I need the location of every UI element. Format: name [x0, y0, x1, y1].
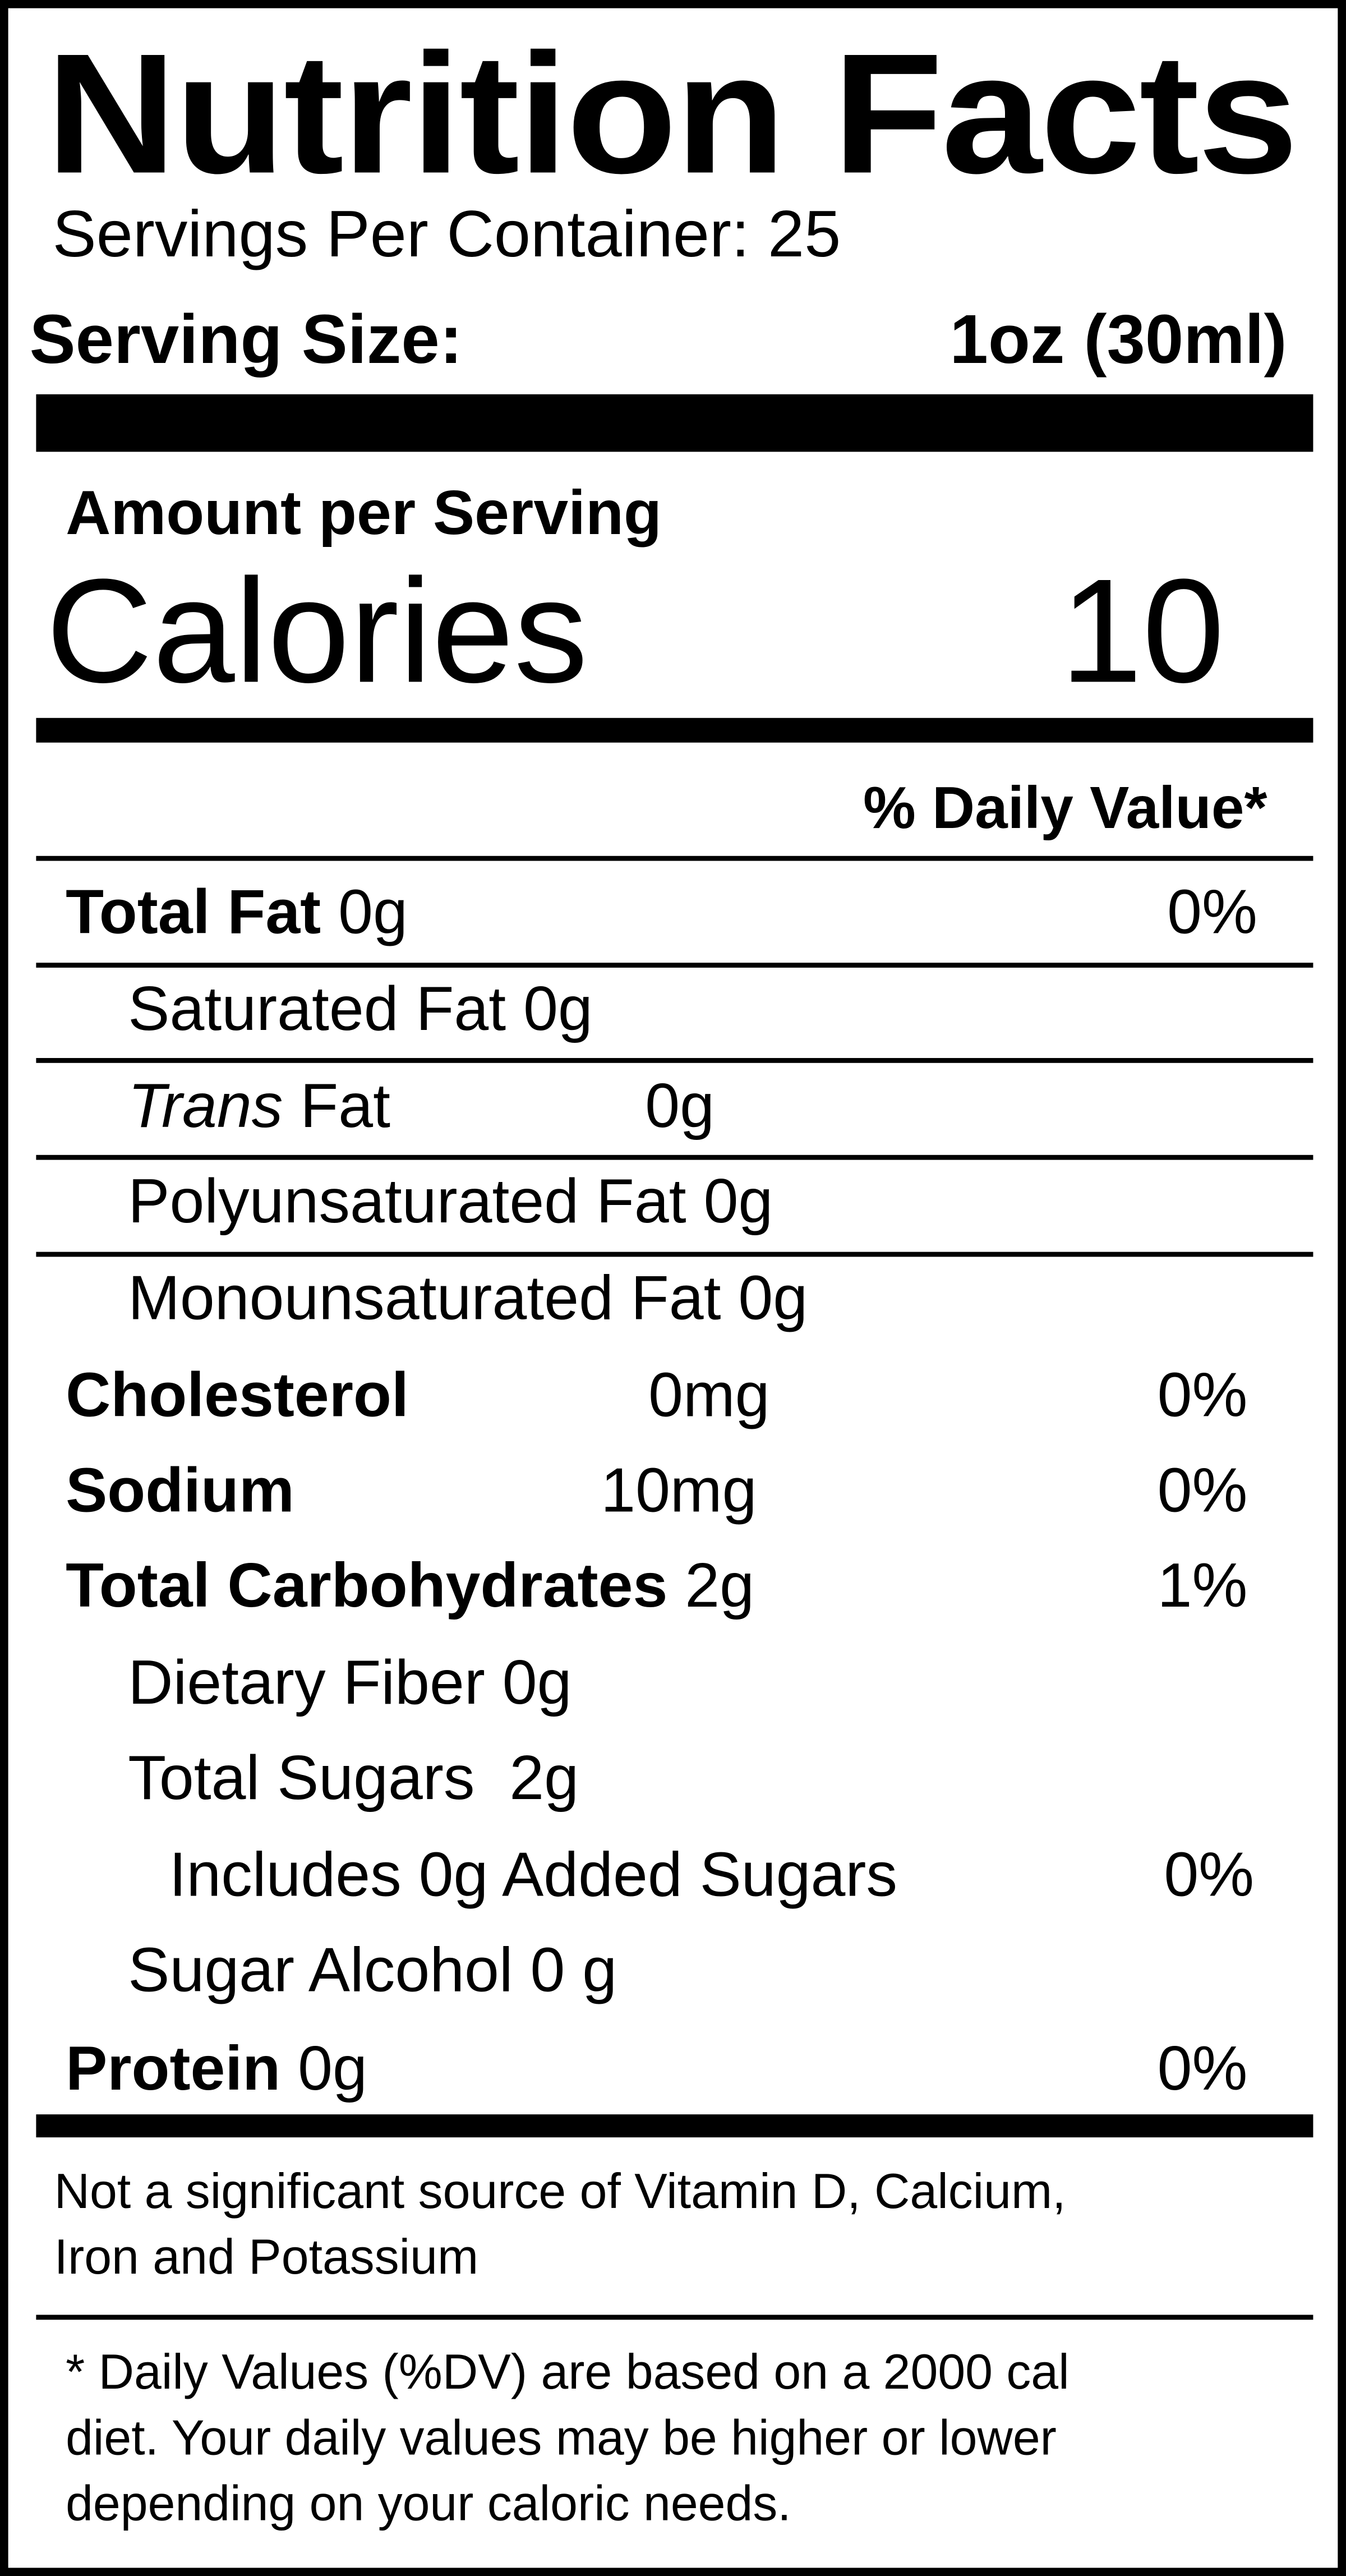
row-dietary-fiber: Dietary Fiber 0g — [128, 1649, 572, 1719]
row-cholesterol: Cholesterol — [66, 1361, 409, 1431]
trans-fat-amount: 0g — [645, 1073, 715, 1142]
dv-added-sugars: 0% — [1164, 1841, 1255, 1911]
cholesterol-amount: 0mg — [648, 1361, 770, 1431]
divider — [36, 1252, 1313, 1257]
row-sugar-alcohol: Sugar Alcohol 0 g — [128, 1936, 617, 2006]
nutrient-amount: 0g — [338, 878, 408, 948]
row-sodium: Sodium — [66, 1457, 294, 1526]
servings-per-container: Servings Per Container: 25 — [52, 199, 841, 272]
label-title: Nutrition Facts — [45, 20, 1298, 210]
row-total-fat: Total Fat 0g — [66, 882, 408, 945]
calories-value: 10 — [1060, 550, 1225, 715]
dv-cholesterol: 0% — [1157, 1361, 1248, 1431]
thick-divider — [36, 394, 1313, 452]
divider — [36, 855, 1313, 861]
row-total-carbohydrates: Total Carbohydrates 2g — [66, 1556, 754, 1618]
nutrient-name: Total Fat — [66, 878, 321, 948]
calories-label: Calories — [45, 550, 588, 715]
nutrient-name: Total Carbohydrates — [66, 1552, 668, 1622]
vitamin-note-line-1: Not a significant source of Vitamin D, C… — [54, 2165, 1066, 2220]
row-trans-fat: Trans Fat — [128, 1076, 390, 1138]
row-added-sugars: Includes 0g Added Sugars — [169, 1841, 897, 1911]
row-protein: Protein 0g — [66, 2039, 367, 2101]
sodium-amount: 10mg — [601, 1457, 757, 1526]
footnote-line-3: depending on your caloric needs. — [66, 2477, 791, 2532]
nutrient-amount: 2g — [685, 1552, 755, 1622]
divider — [36, 2315, 1313, 2320]
dv-sodium: 0% — [1157, 1457, 1248, 1526]
row-total-sugars: Total Sugars 2g — [128, 1745, 579, 1814]
vitamin-note-line-2: Iron and Potassium — [54, 2231, 479, 2285]
medium-divider — [36, 717, 1313, 743]
row-saturated-fat: Saturated Fat 0g — [128, 976, 593, 1045]
nutrient-name: Trans — [128, 1073, 283, 1142]
divider — [36, 963, 1313, 968]
serving-size-label: Serving Size: — [29, 300, 463, 378]
medium-divider — [36, 2114, 1313, 2138]
dv-protein: 0% — [1157, 2035, 1248, 2105]
divider — [36, 1058, 1313, 1063]
footnote-line-1: * Daily Values (%DV) are based on a 2000… — [66, 2346, 1070, 2400]
dv-total-carbohydrates: 1% — [1157, 1552, 1248, 1622]
serving-size-value: 1oz (30ml) — [949, 300, 1287, 378]
row-polyunsaturated-fat: Polyunsaturated Fat 0g — [128, 1168, 773, 1238]
footnote-line-2: diet. Your daily values may be higher or… — [66, 2412, 1057, 2466]
divider — [36, 1154, 1313, 1160]
dv-total-fat: 0% — [1167, 878, 1257, 948]
nutrient-name: Protein — [66, 2035, 281, 2105]
daily-value-header: % Daily Value* — [863, 774, 1267, 841]
nutrient-suffix: Fat — [300, 1073, 390, 1142]
nutrient-amount: 0g — [298, 2035, 367, 2105]
row-monounsaturated-fat: Monounsaturated Fat 0g — [128, 1265, 808, 1335]
amount-per-serving: Amount per Serving — [66, 480, 662, 549]
